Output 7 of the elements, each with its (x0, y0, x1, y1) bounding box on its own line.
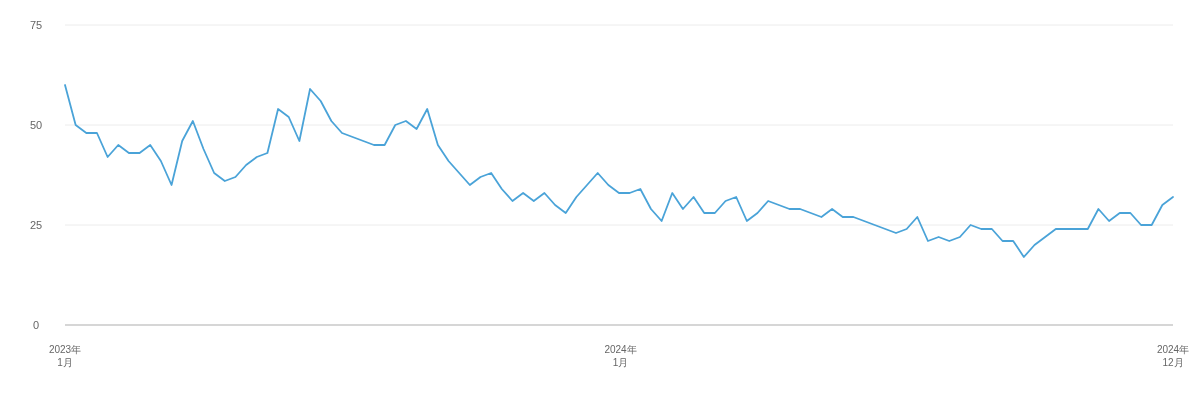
y-tick-label: 75 (29, 19, 43, 31)
x-tick-label: 2024年 1月 (604, 344, 637, 368)
y-tick-label: 25 (29, 219, 43, 231)
x-tick-label: 2024年 12月 (1156, 344, 1190, 368)
y-tick-label: 50 (29, 119, 43, 131)
y-tick-label: 0 (32, 319, 40, 331)
x-tick-label: 2023年 1月 (48, 344, 82, 368)
